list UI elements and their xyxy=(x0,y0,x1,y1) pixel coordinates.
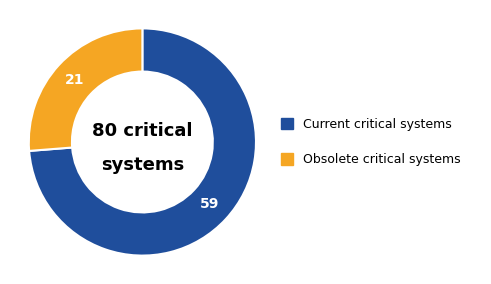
Wedge shape xyxy=(29,28,256,256)
Text: 59: 59 xyxy=(200,197,219,212)
Wedge shape xyxy=(29,28,142,151)
Text: 21: 21 xyxy=(65,72,84,87)
Text: systems: systems xyxy=(101,156,184,174)
Text: 80 critical: 80 critical xyxy=(92,122,192,140)
Legend: Current critical systems, Obsolete critical systems: Current critical systems, Obsolete criti… xyxy=(281,118,461,166)
